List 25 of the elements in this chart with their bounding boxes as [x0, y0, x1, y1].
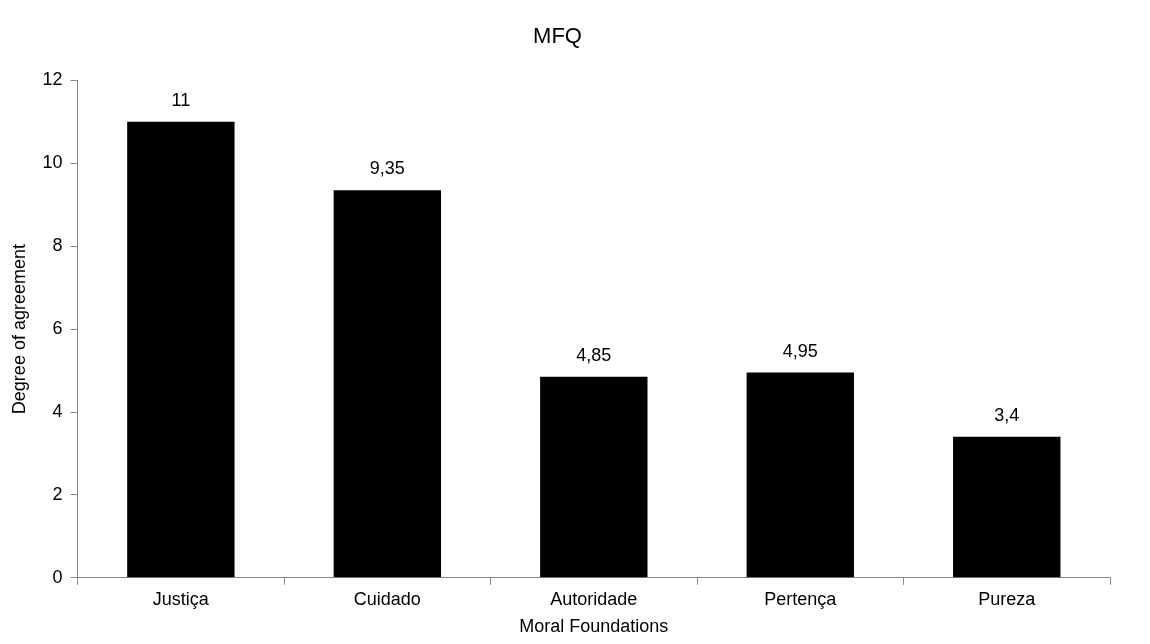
data-label: 9,35: [369, 158, 405, 179]
y-tick-label: 0: [52, 566, 63, 587]
x-tick-label: Justiça: [152, 588, 210, 609]
x-tick-label: Pureza: [978, 588, 1037, 609]
y-tick-label: 6: [52, 318, 63, 339]
y-tick-label: 8: [52, 235, 63, 256]
data-label: 11: [171, 89, 191, 110]
data-label: 3,4: [994, 404, 1020, 425]
y-axis-title: Degree of agreement: [8, 244, 29, 415]
bar: [953, 436, 1061, 578]
x-tick-label: Autoridade: [550, 588, 638, 609]
x-tick-label: Pertença: [764, 588, 838, 609]
y-tick-label: 12: [42, 69, 63, 90]
y-tick-label: 4: [52, 400, 63, 421]
y-tick-label: 10: [42, 152, 63, 173]
bar: [127, 121, 235, 578]
data-label: 4,95: [782, 340, 818, 361]
x-tick-label: Cuidado: [353, 588, 421, 609]
bar: [540, 376, 648, 578]
x-axis-title: Moral Foundations: [519, 616, 669, 637]
chart-title: MFQ: [533, 23, 582, 49]
y-tick-label: 2: [52, 483, 63, 504]
bar: [746, 372, 854, 578]
data-label: 4,85: [576, 344, 612, 365]
bar: [333, 190, 442, 578]
